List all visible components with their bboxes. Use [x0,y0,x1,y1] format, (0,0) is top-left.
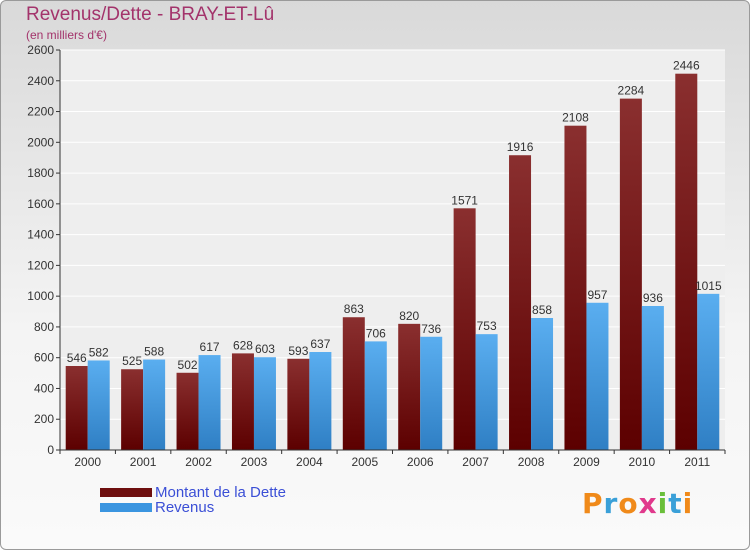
bar-debt [65,366,88,450]
data-label-revenue: 637 [310,337,330,351]
y-tick-label: 1000 [27,289,54,303]
x-tick-label: 2005 [351,455,378,469]
y-tick-label: 600 [34,351,54,365]
bar-debt [176,372,199,450]
logo-letter: P [582,487,604,520]
y-tick-label: 0 [47,443,54,457]
bar-revenue [586,302,609,450]
bar-debt [121,369,144,450]
data-label-revenue: 706 [366,326,386,340]
x-tick-label: 2011 [684,455,710,469]
data-label-debt: 2446 [673,59,700,73]
bar-debt [287,358,310,450]
y-tick-label: 1800 [27,166,54,180]
y-tick-label: 2400 [27,74,54,88]
bar-revenue [198,355,221,450]
y-tick-label: 800 [34,320,54,334]
bar-debt [342,317,365,450]
x-tick-label: 2002 [185,455,212,469]
logo-letter: o [618,487,639,520]
x-tick-label: 2006 [407,455,434,469]
bar-revenue [309,352,332,450]
bar-revenue [531,318,554,450]
x-tick-label: 2004 [296,455,323,469]
legend-swatch-debt [100,488,152,497]
data-label-revenue: 858 [532,303,552,317]
legend-item-revenue: Revenus [100,499,286,516]
logo-letter: t [668,487,683,520]
proxiti-logo: Proxiti [582,487,693,520]
data-label-debt: 628 [233,338,253,352]
bar-debt [675,73,698,450]
x-tick-label: 2008 [518,455,545,469]
logo-letter: i [682,487,694,520]
bar-revenue [364,341,387,450]
data-label-revenue: 617 [200,340,220,354]
y-tick-label: 1600 [27,197,54,211]
y-tick-label: 400 [34,381,54,395]
bars [65,73,720,450]
chart-title: Revenus/Dette - BRAY-ET-Lû [26,4,275,25]
legend-label-revenue: Revenus [155,499,215,516]
legend-label-debt: Montant de la Dette [155,484,286,501]
x-tick-label: 2010 [629,455,656,469]
x-tick-label: 2001 [130,455,157,469]
bar-revenue [420,336,443,450]
data-label-revenue: 1015 [695,279,722,293]
axes: 0 200 400 600 800 1000 1200 1400 1600 1800 2000 220… [27,43,726,469]
bar-revenue [143,359,166,450]
data-label-debt: 502 [178,358,198,372]
data-label-revenue: 603 [255,342,275,356]
data-label-debt: 863 [344,302,364,316]
bar-revenue [697,293,720,450]
data-label-revenue: 588 [144,345,164,359]
chart-subtitle: (en milliers d'€) [26,28,107,42]
data-label-debt: 593 [288,344,308,358]
bar-revenue [475,334,498,450]
legend: Montant de la Dette Revenus [100,484,286,516]
y-tick-label: 200 [34,412,54,426]
x-tick-label: 2007 [462,455,489,469]
data-label-revenue: 957 [587,288,607,302]
y-tick-label: 1200 [27,258,54,272]
plot-area [60,50,725,450]
logo-letter: x [638,487,658,520]
bar-debt [231,353,254,450]
data-label-debt: 1571 [451,193,478,207]
bar-revenue [641,306,664,450]
bar-debt [453,208,476,450]
logo-letter: r [603,487,619,520]
bar-revenue [253,357,276,450]
data-label-debt: 2284 [618,84,645,98]
bar-debt [564,125,587,450]
x-tick-label: 2003 [241,455,268,469]
legend-item-debt: Montant de la Dette [100,484,286,501]
y-tick-label: 2600 [27,43,54,57]
y-tick-label: 2000 [27,135,54,149]
y-tick-label: 2200 [27,105,54,119]
bar-debt [619,98,642,450]
data-label-debt: 820 [399,309,419,323]
data-label-revenue: 582 [89,345,109,359]
y-tick-label: 1400 [27,228,54,242]
data-label-debt: 525 [122,354,142,368]
data-label-revenue: 753 [477,319,497,333]
logo-letter: i [657,487,669,520]
x-tick-label: 2000 [74,455,101,469]
data-label-revenue: 736 [421,322,441,336]
data-label-revenue: 936 [643,291,663,305]
legend-swatch-revenue [100,503,152,512]
x-tick-label: 2009 [573,455,600,469]
data-label-debt: 2108 [562,111,589,125]
bar-debt [509,155,532,450]
bar-debt [398,323,421,450]
data-label-debt: 546 [67,351,87,365]
bar-revenue [87,360,110,450]
data-label-debt: 1916 [507,140,534,154]
